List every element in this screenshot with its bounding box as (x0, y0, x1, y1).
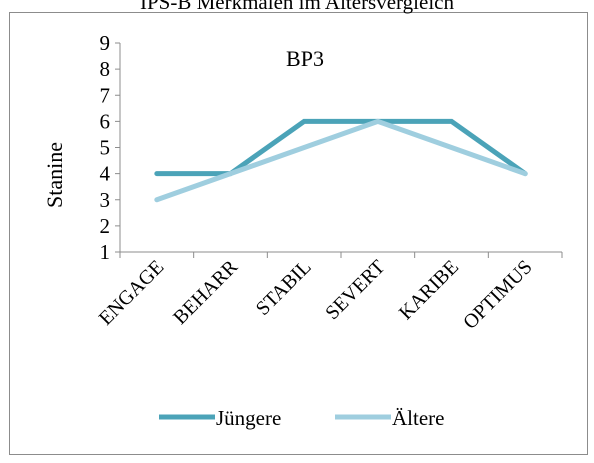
x-tick-label: ENGAGE (95, 256, 169, 330)
x-tick-label: SEVERT (321, 256, 389, 324)
y-tick-label: 1 (100, 240, 111, 264)
x-tick-label: KARIBE (395, 256, 463, 324)
chart-title: IPS-B Merkmalen im Altersvergleich (140, 0, 454, 14)
x-tick-label: STABIL (252, 256, 316, 320)
y-tick-label: 2 (100, 214, 111, 238)
chart-border (9, 12, 588, 455)
x-tick-label: OPTIMUS (459, 256, 537, 334)
chart-subtitle: BP3 (286, 46, 324, 71)
legend-label-0: Jüngere (216, 406, 281, 430)
y-tick-label: 5 (100, 136, 111, 160)
legend: Jüngere Ältere (159, 406, 444, 430)
series-line-1 (154, 118, 528, 203)
series-line-0 (154, 118, 528, 177)
legend-label-1: Ältere (392, 406, 444, 430)
y-tick-label: 8 (100, 57, 111, 81)
y-tick-label: 6 (100, 109, 111, 133)
y-axis-label: Stanine (42, 142, 67, 208)
y-tick-label: 7 (100, 83, 111, 107)
y-tick-label: 9 (100, 31, 111, 55)
x-tick-label: BEHARR (169, 256, 242, 329)
y-tick-label: 4 (100, 162, 111, 186)
y-tick-label: 3 (100, 188, 111, 212)
series-layer (154, 118, 528, 203)
